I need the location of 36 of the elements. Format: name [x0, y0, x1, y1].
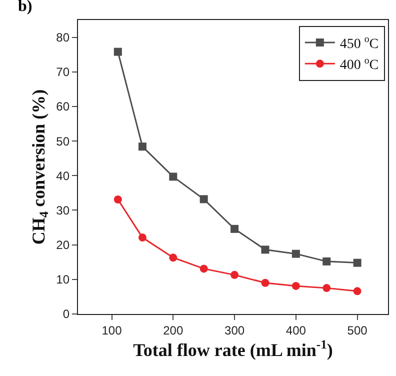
point	[230, 270, 239, 279]
point	[261, 278, 270, 287]
legend-label: 400 $^{o}$C	[340, 55, 379, 74]
x-tick-label: 300	[224, 324, 245, 338]
point	[114, 196, 122, 204]
point	[261, 246, 270, 254]
point	[114, 48, 122, 56]
point	[322, 284, 331, 292]
y-tick-label: 80	[56, 30, 70, 44]
y-tick-label: 60	[56, 100, 70, 114]
point	[353, 287, 362, 296]
point	[292, 250, 300, 258]
y-tick-label: 10	[56, 272, 70, 287]
y-tick-label: 50	[56, 134, 70, 148]
point	[200, 264, 208, 273]
x-tick-label: 200	[163, 324, 184, 338]
point	[292, 282, 300, 290]
point	[322, 257, 331, 266]
x-tick-label: 500	[347, 324, 368, 338]
point	[138, 234, 146, 242]
legend-label: 450 $^{o}$C	[340, 34, 379, 52]
point	[353, 258, 362, 267]
point	[200, 195, 208, 204]
point	[169, 172, 178, 181]
y-tick-label: 20	[56, 238, 70, 252]
point	[230, 224, 239, 233]
point	[138, 142, 146, 151]
x-axis-title: Total flow rate (mL min$^{-1}$)	[133, 338, 333, 360]
y-tick-label: 70	[56, 65, 70, 80]
y-tick-label: 40	[56, 168, 70, 183]
point	[169, 254, 178, 262]
x-tick-label: 400	[286, 324, 306, 338]
y-tick-label: 0	[62, 307, 70, 322]
y-tick-label: 30	[56, 203, 70, 218]
text: b)	[18, 0, 32, 15]
x-tick-label: 100	[102, 324, 122, 338]
